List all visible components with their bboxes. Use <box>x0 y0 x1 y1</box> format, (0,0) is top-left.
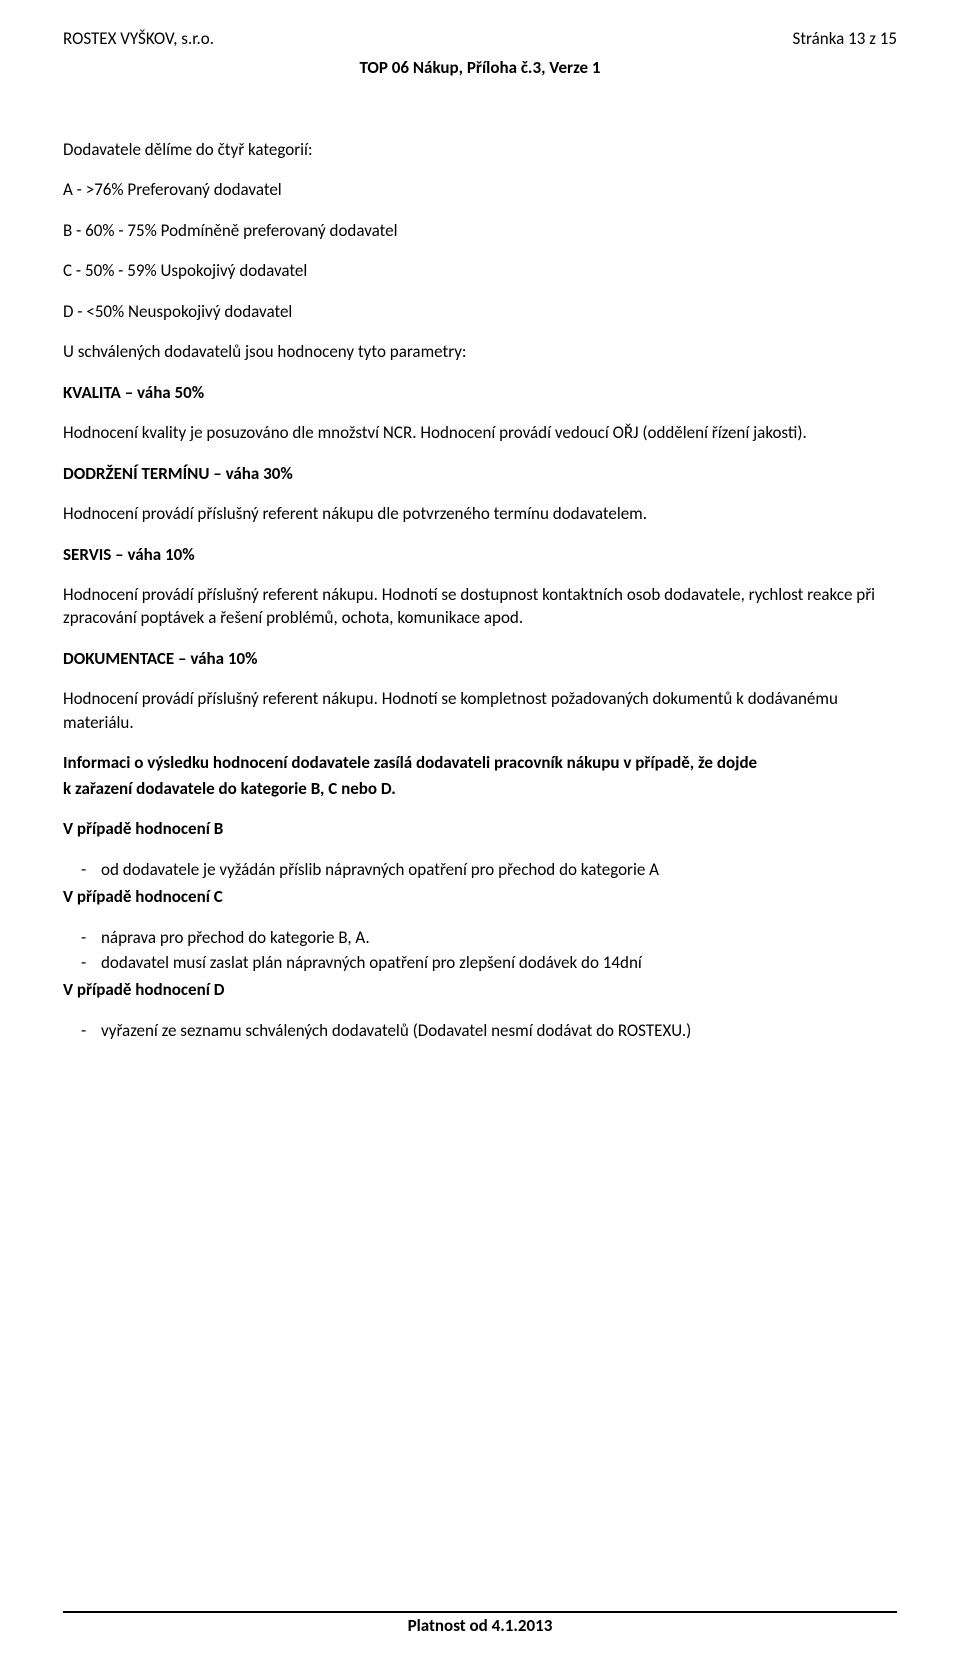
category-d: D - <50% Neuspokojivý dodavatel <box>63 300 897 323</box>
servis-text: Hodnocení provádí příslušný referent nák… <box>63 583 897 630</box>
category-b: B - 60% - 75% Podmíněně preferovaný doda… <box>63 219 897 242</box>
dokumentace-text: Hodnocení provádí příslušný referent nák… <box>63 687 897 734</box>
categories-list: A - >76% Preferovaný dodavatel B - 60% -… <box>63 178 897 323</box>
dokumentace-title: DOKUMENTACE – váha 10% <box>63 647 897 670</box>
case-c-label: V případě hodnocení C <box>63 885 897 908</box>
header-row: ROSTEX VYŠKOV, s.r.o. Stránka 13 z 15 <box>63 28 897 49</box>
page: ROSTEX VYŠKOV, s.r.o. Stránka 13 z 15 TO… <box>0 0 960 1668</box>
categories-intro: Dodavatele dělíme do čtyř kategorií: <box>63 138 897 161</box>
list-item: dodavatel musí zaslat plán nápravných op… <box>101 951 897 974</box>
termin-text: Hodnocení provádí příslušný referent nák… <box>63 502 897 525</box>
footer-text: Platnost od 4.1.2013 <box>408 1615 553 1636</box>
company-name: ROSTEX VYŠKOV, s.r.o. <box>63 28 214 49</box>
approved-intro: U schválených dodavatelů jsou hodnoceny … <box>63 340 897 363</box>
list-item: náprava pro přechod do kategorie B, A. <box>101 926 897 949</box>
case-d-label: V případě hodnocení D <box>63 978 897 1001</box>
category-c: C - 50% - 59% Uspokojivý dodavatel <box>63 259 897 282</box>
result-info-lead: Informaci o výsledku hodnocení dodavatel… <box>63 752 757 773</box>
case-d-list: vyřazení ze seznamu schválených dodavate… <box>63 1019 897 1042</box>
list-item: vyřazení ze seznamu schválených dodavate… <box>101 1019 897 1042</box>
case-b-list: od dodavatele je vyžádán příslib nápravn… <box>63 858 897 881</box>
category-a: A - >76% Preferovaný dodavatel <box>63 178 897 201</box>
servis-title: SERVIS – váha 10% <box>63 543 897 566</box>
content: Dodavatele dělíme do čtyř kategorií: A -… <box>63 138 897 1640</box>
case-c-list: náprava pro přechod do kategorie B, A. d… <box>63 926 897 975</box>
case-b-label: V případě hodnocení B <box>63 817 897 840</box>
doc-title: TOP 06 Nákup, Příloha č.3, Verze 1 <box>63 57 897 78</box>
footer: Platnost od 4.1.2013 <box>63 1611 897 1636</box>
kvalita-text: Hodnocení kvality je posuzováno dle množ… <box>63 421 897 444</box>
list-item: od dodavatele je vyžádán příslib nápravn… <box>101 858 897 881</box>
termin-title: DODRŽENÍ TERMÍNU – váha 30% <box>63 462 897 485</box>
result-info-tail: k zařazení dodavatele do kategorie B, C … <box>63 777 897 800</box>
kvalita-title: KVALITA – váha 50% <box>63 381 897 404</box>
result-info: Informaci o výsledku hodnocení dodavatel… <box>63 751 897 774</box>
page-indicator: Stránka 13 z 15 <box>793 28 897 49</box>
